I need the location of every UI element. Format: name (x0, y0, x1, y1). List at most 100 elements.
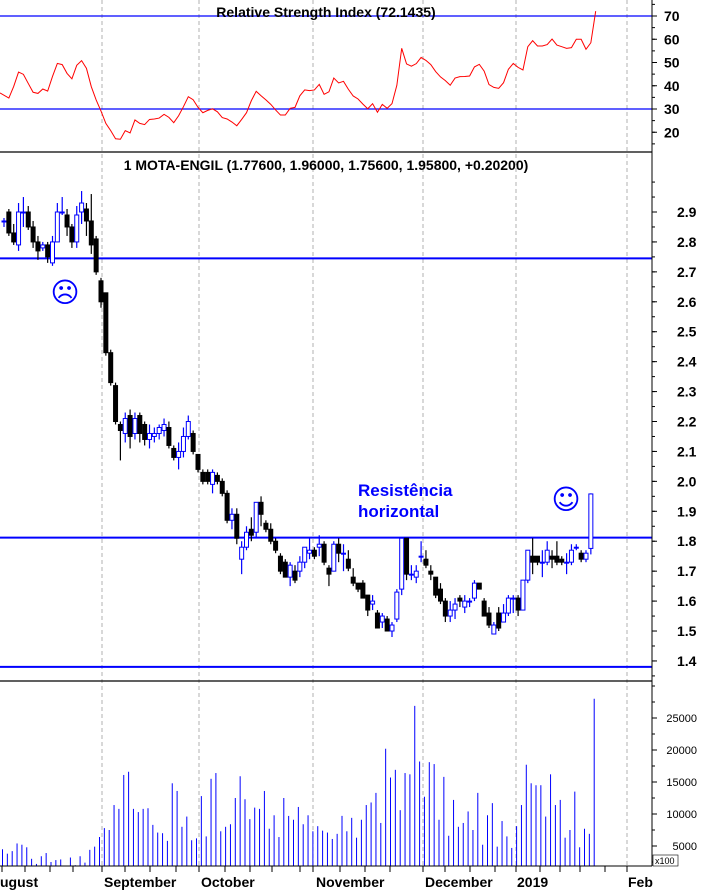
month-label: September (104, 874, 177, 890)
month-label: ugust (0, 874, 38, 890)
price-tick-label: 2.6 (677, 294, 697, 310)
candle-down (103, 292, 109, 354)
candle-down (496, 612, 502, 629)
candle-down (263, 522, 269, 530)
candle-up (210, 471, 216, 485)
price-tick-label: 1.9 (677, 503, 697, 519)
rsi-tick-label: 60 (664, 31, 680, 47)
candle-up (59, 211, 65, 214)
candle-up (151, 432, 157, 437)
candle-up (20, 211, 26, 214)
price-tick-label: 2.1 (677, 443, 697, 459)
candle-up (302, 546, 308, 563)
candle-down (457, 597, 463, 602)
candle-down (117, 424, 123, 431)
candle-down (6, 211, 12, 234)
price-tick-label: 2.7 (677, 264, 697, 280)
price-tick-label: 1.7 (677, 563, 697, 579)
price-tick-label: 2.9 (677, 204, 697, 220)
candle-down (30, 226, 36, 243)
candle-up (1, 220, 7, 223)
sad-face-icon: ☹ (50, 276, 79, 309)
candle-up (74, 214, 80, 243)
candle-up (520, 579, 526, 611)
candle-down (171, 447, 177, 458)
candle-down (554, 555, 560, 563)
candle-up (418, 555, 424, 558)
candle-up (161, 424, 167, 431)
candle-up (370, 600, 376, 605)
candle-down (336, 543, 342, 554)
month-gridlines (101, 0, 628, 866)
rsi-tick-label: 70 (664, 8, 680, 24)
rsi-panel (0, 11, 597, 140)
rsi-tick-label: 50 (664, 55, 680, 71)
candle-up (132, 418, 138, 434)
candle-up (287, 564, 293, 578)
candle-up (297, 561, 303, 572)
rsi-tick-label: 40 (664, 78, 680, 94)
candle-down (345, 558, 351, 569)
candle-down (200, 471, 206, 482)
candle-down (535, 555, 540, 563)
candle-down (137, 415, 143, 434)
price-tick-label: 2.3 (677, 384, 697, 400)
month-label: December (425, 874, 493, 890)
candle-up (544, 549, 550, 563)
candle-down (549, 555, 555, 560)
candle-down (258, 501, 264, 515)
price-title: 1 MOTA-ENGIL (1.77600, 1.96000, 1.75600,… (124, 157, 529, 173)
candle-up (510, 597, 516, 600)
rsi-tick-label: 20 (664, 124, 680, 140)
price-tick-label: 1.6 (677, 593, 697, 609)
candle-up (307, 549, 313, 554)
candle-down (268, 528, 274, 542)
candle-up (471, 582, 477, 599)
candle-up (79, 202, 85, 213)
candle-down (205, 471, 211, 482)
candle-down (248, 528, 254, 536)
rsi-line (0, 11, 597, 140)
candle-down (311, 549, 317, 557)
candle-up (525, 549, 531, 581)
month-label: October (201, 874, 255, 890)
candle-down (113, 385, 119, 423)
candle-down (45, 244, 51, 258)
candle-down (64, 214, 70, 228)
candle-up (54, 211, 60, 243)
candle-up (399, 537, 405, 590)
candle-up (239, 546, 245, 560)
candle-down (438, 588, 443, 602)
rsi-tick-label: 30 (664, 101, 680, 117)
price-tick-label: 2.4 (677, 354, 697, 370)
candle-up (379, 615, 385, 623)
price-tick-label: 2.2 (677, 414, 697, 430)
candle-up (564, 561, 570, 564)
price-tick-label: 1.8 (677, 533, 697, 549)
level-lines (0, 15, 652, 668)
volume-tick-label: 10000 (666, 809, 697, 821)
candle-down (423, 558, 429, 566)
candle-up (185, 421, 191, 437)
candle-down (326, 567, 332, 575)
price-tick-label: 2.8 (677, 234, 697, 250)
price-tick-label: 1.4 (677, 653, 697, 669)
candle-up (394, 591, 400, 620)
candle-down (282, 561, 288, 578)
candle-up (389, 624, 395, 632)
candle-down (195, 453, 201, 470)
candle-up (316, 543, 322, 548)
candle-down (273, 540, 279, 551)
candle-up (50, 241, 55, 264)
candle-down (234, 513, 240, 539)
volume-unit-box (652, 854, 679, 867)
candle-up (253, 501, 259, 533)
candle-down (384, 618, 390, 632)
volume-tick-label: 20000 (666, 745, 697, 757)
candle-down (374, 612, 380, 629)
candle-up (180, 435, 186, 452)
candle-up (573, 546, 579, 549)
candle-down (476, 582, 482, 590)
